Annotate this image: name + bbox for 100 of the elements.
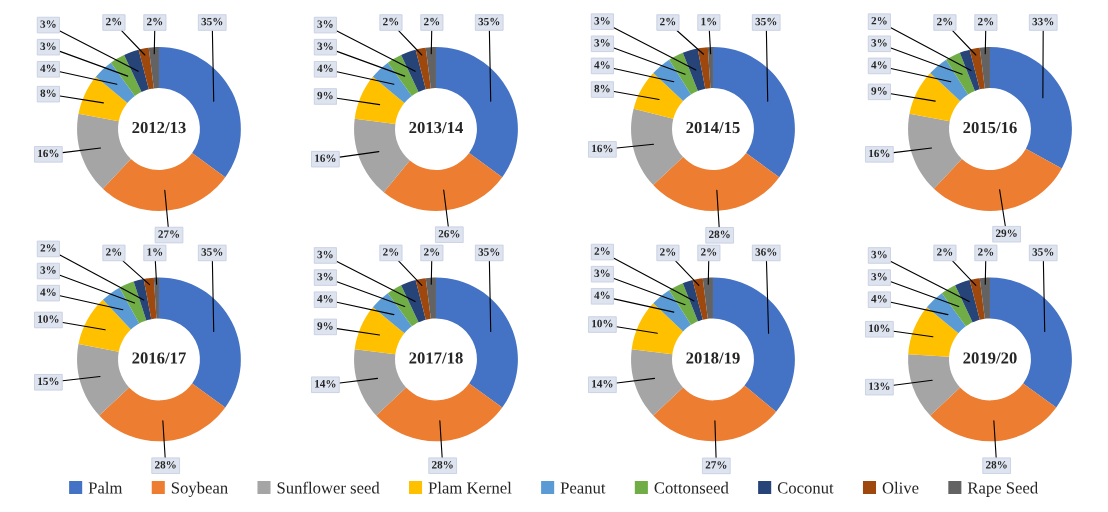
- donut-slice: [955, 280, 980, 323]
- data-label: 35%: [478, 17, 500, 26]
- donut-slice: [909, 72, 961, 122]
- donut-slice: [669, 52, 698, 95]
- donut-slice: [153, 277, 159, 319]
- donut-slice: [697, 47, 711, 89]
- donut-slice: [969, 278, 985, 320]
- data-label: 2%: [424, 17, 440, 26]
- data-label: 3%: [871, 272, 887, 281]
- data-label: 29%: [996, 229, 1017, 238]
- data-label: 2%: [978, 248, 994, 256]
- data-label: 2%: [106, 248, 122, 256]
- donut-slice: [124, 49, 149, 92]
- data-label: 28%: [986, 460, 1007, 469]
- data-label: 36%: [755, 248, 777, 256]
- donut-slice: [631, 108, 684, 186]
- data-label: 15%: [38, 377, 59, 386]
- data-label: 13%: [869, 382, 890, 390]
- data-label: 8%: [40, 89, 56, 97]
- data-label: 2%: [701, 248, 717, 256]
- donut-slice: [969, 47, 985, 90]
- data-label: 4%: [871, 294, 887, 303]
- donut-slice: [908, 354, 961, 416]
- data-label: 10%: [869, 324, 890, 333]
- data-label: 4%: [317, 294, 333, 303]
- legend-label: Peanut: [560, 482, 606, 494]
- donut-slice: [387, 285, 419, 327]
- donut-slice: [372, 62, 412, 103]
- donut-slice: [946, 52, 975, 95]
- donut-slice: [692, 278, 708, 320]
- text: 2014/15: [686, 121, 740, 134]
- data-label: 2%: [424, 248, 440, 256]
- donut-slice: [119, 281, 147, 324]
- data-label: 10%: [38, 315, 59, 323]
- data-label: 2%: [937, 248, 953, 256]
- donut-slice: [682, 48, 706, 91]
- data-label: 2%: [594, 247, 610, 255]
- donut-slice: [425, 47, 436, 89]
- donut-slice: [941, 285, 973, 327]
- data-label: 2%: [978, 17, 994, 26]
- data-label: 16%: [869, 149, 890, 158]
- data-label: 16%: [38, 149, 59, 158]
- data-label: 35%: [201, 17, 223, 26]
- data-label: 28%: [155, 460, 176, 469]
- donut-slice: [669, 283, 698, 325]
- text: 2017/18: [409, 352, 463, 364]
- donut-slice: [372, 293, 412, 334]
- data-label: 9%: [317, 91, 333, 100]
- data-label: 3%: [594, 269, 610, 277]
- data-label: 3%: [40, 20, 56, 28]
- data-label: 3%: [40, 42, 56, 51]
- data-label: 9%: [317, 322, 333, 330]
- donut-slice: [354, 118, 410, 193]
- donut-slice: [653, 385, 777, 442]
- data-label: 33%: [1032, 17, 1054, 26]
- legend-label: Palm: [88, 481, 123, 494]
- data-label: 4%: [40, 288, 56, 296]
- data-label: 14%: [592, 380, 613, 388]
- data-label: 28%: [709, 230, 730, 239]
- data-label: 8%: [594, 84, 610, 93]
- donut-slice: [653, 153, 780, 211]
- donut-slice: [415, 278, 431, 320]
- text: 2019/20: [963, 352, 1017, 364]
- data-label: 3%: [594, 39, 610, 47]
- donut-slice: [354, 76, 405, 124]
- data-label: 3%: [317, 20, 333, 28]
- data-label: 16%: [592, 144, 613, 153]
- legend-label: Soybean: [171, 481, 228, 497]
- donut-slice: [78, 299, 131, 352]
- donut-slice: [682, 280, 703, 322]
- data-label: 3%: [871, 39, 887, 47]
- data-label: 2%: [40, 244, 56, 252]
- donut-slice: [143, 277, 157, 320]
- donut-slice: [387, 54, 419, 96]
- data-label: 35%: [755, 17, 777, 26]
- legend-label: Cottonseed: [654, 481, 729, 494]
- data-label: 28%: [432, 460, 453, 469]
- data-label: 4%: [594, 61, 610, 69]
- donut-slice: [425, 277, 436, 319]
- donut-slice: [102, 153, 226, 211]
- donut-slice: [707, 47, 713, 89]
- donut-slice: [354, 349, 407, 416]
- text: 2013/14: [409, 121, 463, 134]
- donut-slice: [401, 49, 426, 92]
- data-label: 35%: [1032, 248, 1054, 256]
- data-label: 1%: [147, 248, 163, 256]
- data-label: 4%: [594, 291, 610, 300]
- donut-slice: [401, 280, 426, 323]
- text: 2016/17: [132, 352, 186, 364]
- donut-slice: [99, 383, 226, 442]
- data-label: 2%: [660, 17, 676, 26]
- data-label: 3%: [317, 272, 333, 281]
- data-label: 3%: [40, 266, 56, 274]
- donut-slice: [653, 290, 692, 332]
- donut-slice: [653, 59, 692, 101]
- donut-slice: [926, 293, 966, 334]
- data-label: 1%: [701, 17, 717, 26]
- donut-slice: [383, 153, 503, 211]
- data-label: 2%: [660, 248, 676, 256]
- legend-label: Plam Kernel: [428, 481, 512, 494]
